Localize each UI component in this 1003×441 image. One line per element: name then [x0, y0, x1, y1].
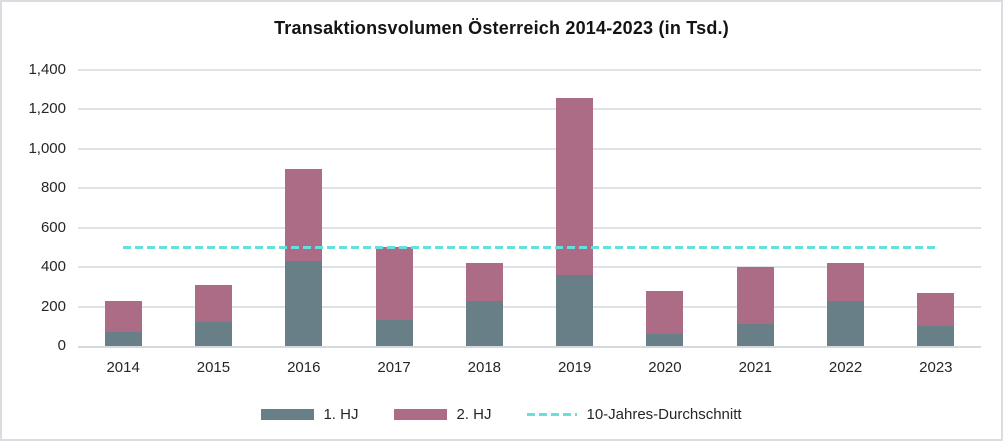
legend-item-average: 10-Jahres-Durchschnitt [527, 406, 742, 423]
y-tick-label: 0 [57, 337, 66, 354]
bar-2015-series-1 [194, 322, 232, 346]
plot-area [78, 69, 981, 348]
x-tick-label-2023: 2023 [919, 359, 953, 376]
x-tick-label-2021: 2021 [738, 359, 772, 376]
legend-item-1hj: 1. HJ [261, 406, 358, 423]
y-tick-label: 800 [40, 179, 66, 197]
bar-2016-series-2 [285, 168, 323, 262]
legend-label-1hj: 1. HJ [323, 406, 359, 423]
bar-2016-series-1 [285, 261, 323, 346]
bar-2022-series-2 [827, 263, 865, 301]
bar-2014-series-2 [104, 300, 142, 333]
x-tick-label-2014: 2014 [106, 359, 140, 376]
legend-item-2hj: 2. HJ [394, 406, 491, 423]
bar-2023-series-1 [917, 326, 955, 346]
bar-2020-series-2 [646, 290, 684, 335]
bar-2022-series-1 [827, 300, 865, 346]
bar-2020-series-1 [646, 334, 684, 346]
y-tick-label: 600 [40, 218, 66, 236]
bar-2019-series-2 [556, 97, 594, 276]
y-tick-label: 400 [40, 258, 66, 276]
legend-swatch-average-dashed-line [527, 413, 578, 416]
bar-2015-series-2 [194, 284, 232, 323]
y-tick-label: 1,200 [28, 100, 66, 118]
legend-swatch-2hj [394, 409, 448, 420]
gridline-1000 [78, 147, 981, 150]
bar-2017-series-1 [375, 320, 413, 346]
chart-title: Transaktionsvolumen Österreich 2014-2023… [274, 18, 729, 38]
legend: 1. HJ 2. HJ 10-Jahres-Durchschnitt [2, 406, 1001, 423]
gridline-200 [78, 305, 981, 308]
bar-2023-series-2 [917, 292, 955, 327]
bar-2021-series-1 [736, 324, 774, 346]
bar-2018-series-2 [465, 263, 503, 301]
x-tick-label-2017: 2017 [377, 359, 411, 376]
y-tick-label: 1,400 [28, 61, 66, 78]
bar-2021-series-2 [736, 267, 774, 325]
average-dashed-line [123, 246, 936, 250]
gridline-1200 [78, 108, 981, 111]
x-tick-label-2019: 2019 [557, 359, 592, 376]
legend-swatch-1hj [261, 409, 315, 420]
gridline-600 [78, 226, 981, 229]
gridline-800 [78, 187, 981, 190]
x-tick-label-2015: 2015 [196, 359, 231, 376]
y-tick-label: 200 [40, 297, 66, 315]
gridline-1400 [78, 69, 981, 71]
x-tick-label-2022: 2022 [828, 359, 863, 376]
x-tick-label-2016: 2016 [287, 359, 321, 376]
legend-label-average: 10-Jahres-Durchschnitt [586, 406, 742, 423]
bar-2017-series-2 [375, 247, 413, 321]
y-tick-label: 1,000 [28, 139, 66, 157]
x-tick-label-2020: 2020 [648, 359, 682, 376]
bar-2019-series-1 [556, 275, 594, 346]
bar-2014-series-1 [104, 332, 142, 346]
gridline-400 [78, 266, 981, 269]
legend-label-2hj: 2. HJ [456, 406, 492, 423]
x-tick-label-2018: 2018 [467, 359, 502, 376]
bar-2018-series-1 [465, 300, 503, 346]
